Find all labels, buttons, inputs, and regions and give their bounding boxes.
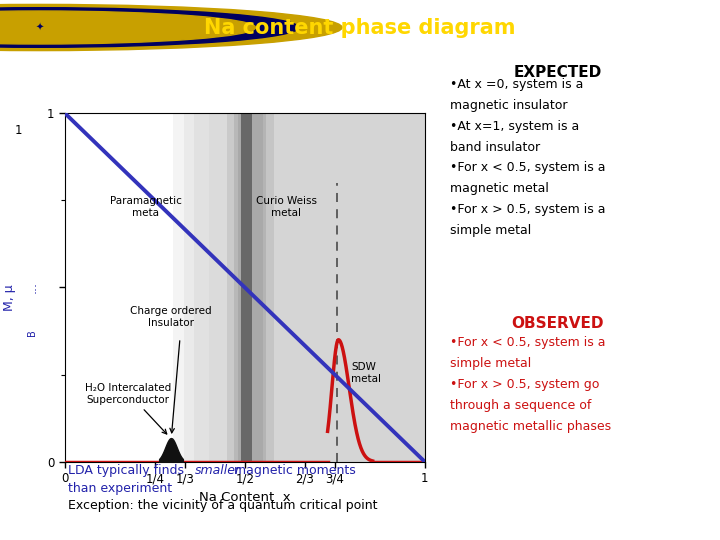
Text: B: B xyxy=(27,329,37,336)
Text: 1: 1 xyxy=(14,124,22,137)
Text: •For x < 0.5, system is a: •For x < 0.5, system is a xyxy=(450,336,606,349)
Text: •For x < 0.5, system is a: •For x < 0.5, system is a xyxy=(450,161,606,174)
Circle shape xyxy=(0,4,342,51)
Text: •For x > 0.5, system is a: •For x > 0.5, system is a xyxy=(450,203,606,216)
Text: magnetic insulator: magnetic insulator xyxy=(450,99,567,112)
Text: SDW
metal: SDW metal xyxy=(351,362,381,383)
Text: magnetic metal: magnetic metal xyxy=(450,183,549,195)
Text: band insulator: band insulator xyxy=(450,140,540,154)
Text: OBSERVED: OBSERVED xyxy=(512,316,604,331)
Bar xyxy=(238,113,263,462)
Text: than experiment: than experiment xyxy=(68,482,173,495)
Text: ...: ... xyxy=(26,281,39,293)
Text: smaller: smaller xyxy=(194,464,240,477)
Bar xyxy=(184,113,425,462)
Bar xyxy=(194,113,425,462)
Text: Exception: the vicinity of a quantum critical point: Exception: the vicinity of a quantum cri… xyxy=(68,499,378,512)
Bar xyxy=(234,113,266,462)
Text: simple metal: simple metal xyxy=(450,357,531,370)
Text: ✦: ✦ xyxy=(35,23,44,32)
Text: Paramagnetic
meta: Paramagnetic meta xyxy=(110,197,181,218)
Text: •For x > 0.5, system go: •For x > 0.5, system go xyxy=(450,378,599,391)
Text: Curio Weiss
metal: Curio Weiss metal xyxy=(256,197,317,218)
Bar xyxy=(227,113,274,462)
Bar xyxy=(173,113,425,462)
Text: Charge ordered
Insulator: Charge ordered Insulator xyxy=(130,306,212,328)
Text: H₂O Intercalated
Superconductor: H₂O Intercalated Superconductor xyxy=(85,383,171,404)
Text: LDA typically finds: LDA typically finds xyxy=(68,464,189,477)
Text: •At x=1, system is a: •At x=1, system is a xyxy=(450,120,580,133)
Text: Na content phase diagram: Na content phase diagram xyxy=(204,17,516,37)
Circle shape xyxy=(0,8,299,48)
Bar xyxy=(263,113,425,462)
Text: •At x =0, system is a: •At x =0, system is a xyxy=(450,78,583,91)
Circle shape xyxy=(0,11,256,44)
Text: magnetic metallic phases: magnetic metallic phases xyxy=(450,420,611,433)
Text: simple metal: simple metal xyxy=(450,224,531,237)
Bar xyxy=(209,113,425,462)
Bar xyxy=(241,113,252,462)
Text: magnetic moments: magnetic moments xyxy=(230,464,356,477)
Text: Consistent overestimation of magnetism suggests spin fluctuations: Consistent overestimation of magnetism s… xyxy=(79,514,641,529)
Text: M, μ: M, μ xyxy=(2,285,16,311)
Text: EXPECTED: EXPECTED xyxy=(514,65,602,80)
X-axis label: Na Content  x: Na Content x xyxy=(199,491,291,504)
Text: through a sequence of: through a sequence of xyxy=(450,399,591,412)
